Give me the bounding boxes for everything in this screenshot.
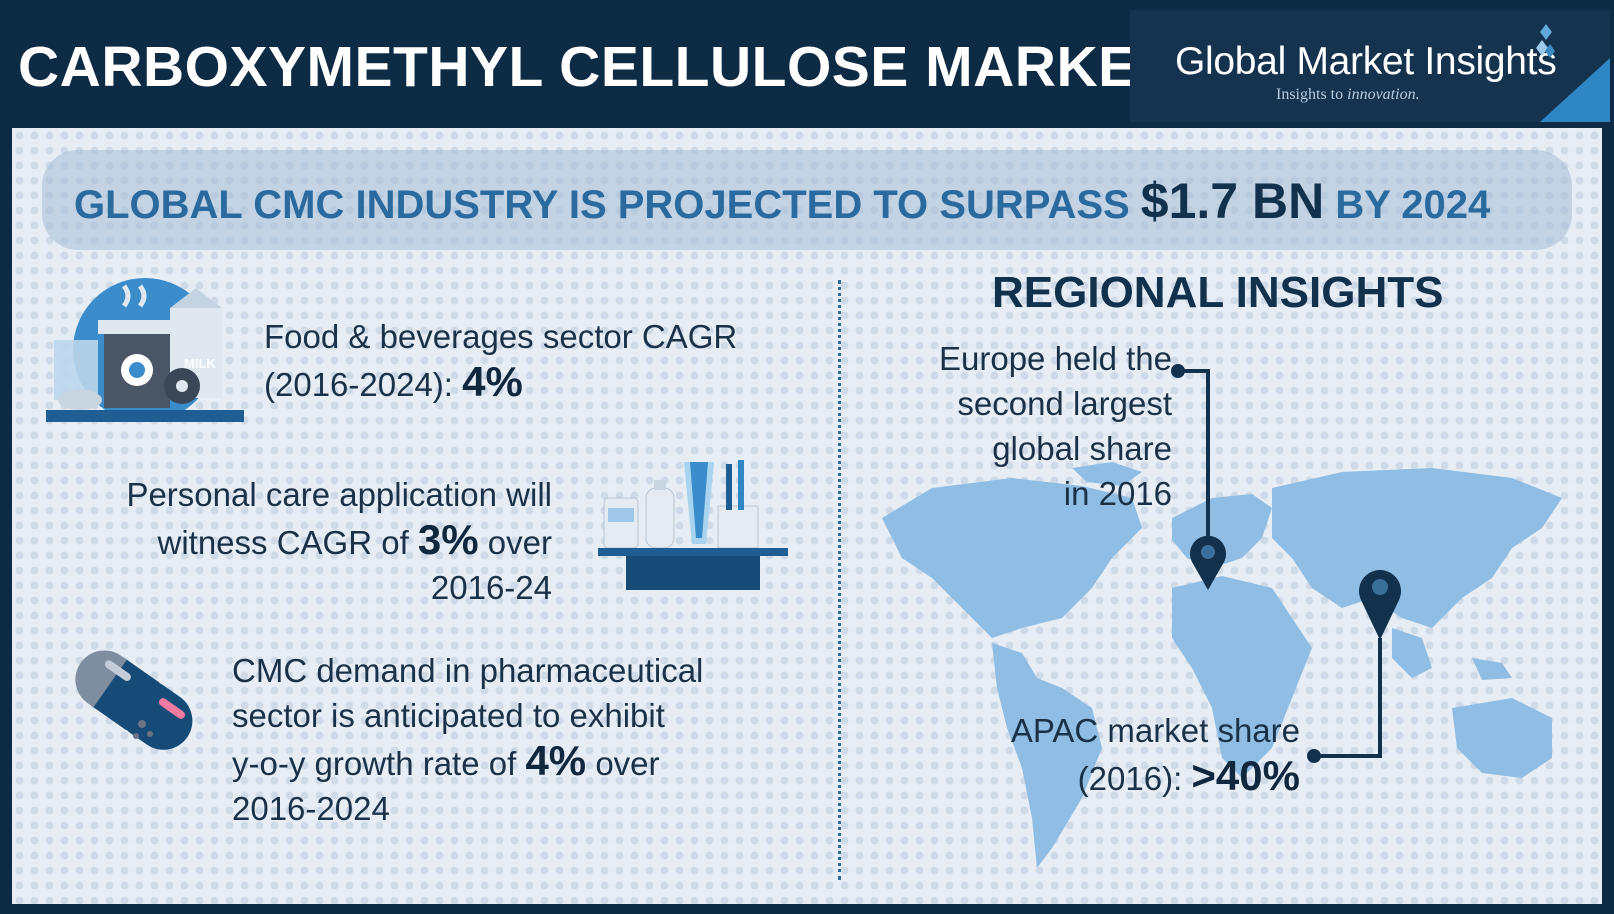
brand-logo-text: Global Market Insights [1175, 40, 1557, 83]
food-beverages-icon: MILK [46, 278, 244, 422]
pharma-line2: sector is anticipated to exhibit [232, 697, 665, 734]
brand-tagline: Insights to innovation. [1276, 86, 1420, 103]
personal-care-cagr-value: 3% [417, 516, 479, 563]
pharma-stat: CMC demand in pharmaceutical sector is a… [232, 648, 703, 831]
main-panel: GLOBAL CMC INDUSTRY IS PROJECTED TO SURP… [12, 128, 1602, 904]
pharma-growth-value: 4% [525, 737, 587, 784]
europe-location-pin-icon [1190, 535, 1226, 590]
pill-capsule-icon [75, 650, 193, 750]
regional-insights-title: REGIONAL INSIGHTS [992, 268, 1444, 317]
pharma-line4: 2016-2024 [232, 790, 390, 827]
apac-line1: APAC market share [1010, 712, 1300, 749]
headline-text: GLOBAL CMC INDUSTRY IS PROJECTED TO SURP… [74, 173, 1491, 229]
pharma-line1: CMC demand in pharmaceutical [232, 652, 704, 689]
brand-diamond-icon [1536, 24, 1555, 58]
page-title: CARBOXYMETHYL CELLULOSE MARKET [18, 35, 1172, 99]
pharma-line3: y-o-y growth rate of 4% over [232, 737, 660, 784]
apac-insight: APAC market share (2016): >40% [932, 708, 1300, 801]
connector-lines [1171, 364, 1382, 763]
europe-line3: global share [992, 430, 1172, 467]
header: CARBOXYMETHYL CELLULOSE MARKET Global Ma… [0, 0, 1614, 126]
europe-line4: in 2016 [1063, 475, 1172, 512]
section-divider [838, 280, 841, 880]
headline-banner [42, 150, 1572, 250]
europe-insight: Europe held the second largest global sh… [852, 336, 1172, 516]
apac-line2: (2016): >40% [1077, 752, 1300, 799]
apac-location-pin-icon [1359, 570, 1401, 640]
food-stat-line2: (2016-2024): 4% [264, 358, 523, 405]
personal-care-icon [598, 460, 788, 590]
personal-care-line1: Personal care application will [126, 476, 552, 513]
europe-line1: Europe held the [938, 340, 1172, 377]
europe-line2: second largest [957, 385, 1172, 422]
food-stat: Food & beverages sector CAGR (2016-2024)… [264, 314, 737, 407]
world-map-icon [882, 462, 1562, 868]
food-cagr-value: 4% [462, 358, 523, 405]
brand-corner-triangle [1540, 58, 1610, 122]
personal-care-line3: 2016-24 [430, 569, 552, 606]
personal-care-stat: Personal care application will witness C… [72, 472, 552, 610]
food-stat-line1: Food & beverages sector CAGR [264, 318, 738, 355]
apac-share-value: >40% [1191, 752, 1300, 799]
personal-care-line2: witness CAGR of 3% over [157, 516, 553, 563]
svg-text:MILK: MILK [184, 356, 216, 371]
brand-panel [1130, 10, 1610, 122]
